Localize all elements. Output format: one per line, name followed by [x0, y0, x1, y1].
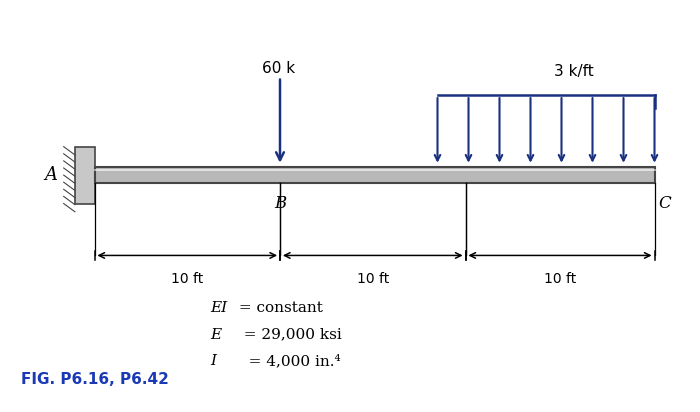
Text: EI: EI	[210, 301, 227, 315]
Bar	[75, 147, 94, 204]
Text: C: C	[658, 195, 671, 212]
Text: = constant: = constant	[234, 301, 323, 315]
Text: 10 ft: 10 ft	[356, 272, 389, 286]
Text: 10 ft: 10 ft	[171, 272, 204, 286]
Text: A: A	[44, 166, 57, 184]
Text: 60 k: 60 k	[262, 61, 295, 76]
Text: 3 k/ft: 3 k/ft	[554, 64, 594, 79]
Text: B: B	[274, 195, 286, 212]
Text: = 29,000 ksi: = 29,000 ksi	[234, 328, 342, 342]
Text: E: E	[210, 328, 221, 342]
Text: I: I	[210, 354, 216, 368]
Text: = 4,000 in.⁴: = 4,000 in.⁴	[234, 354, 341, 368]
Text: FIG. P6.16, P6.42: FIG. P6.16, P6.42	[21, 372, 169, 387]
Bar	[94, 167, 654, 183]
Text: 10 ft: 10 ft	[544, 272, 576, 286]
